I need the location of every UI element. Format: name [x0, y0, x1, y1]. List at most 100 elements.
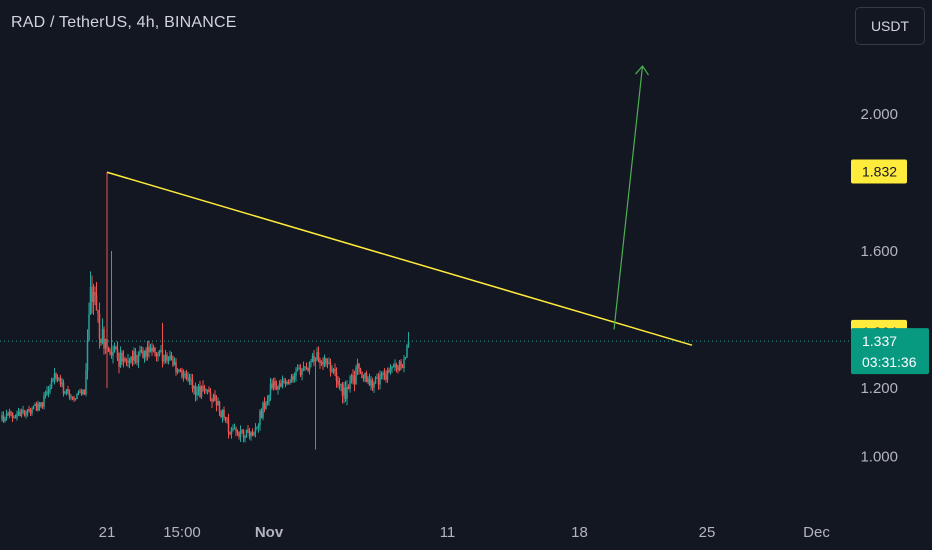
candle	[100, 338, 102, 346]
price-tick-label: 1.600	[860, 243, 898, 260]
candle	[95, 281, 98, 311]
candle	[394, 359, 396, 371]
candle	[140, 346, 143, 354]
candle	[164, 349, 167, 364]
candle	[149, 344, 152, 353]
candle	[110, 251, 113, 359]
candle	[343, 381, 345, 404]
candle	[142, 347, 144, 359]
candle	[175, 358, 177, 376]
candle	[223, 406, 225, 421]
bar-countdown: 03:31:36	[862, 354, 917, 370]
candle	[13, 415, 15, 419]
candle	[398, 359, 401, 372]
candle	[367, 376, 369, 385]
candle	[302, 361, 305, 372]
candle	[241, 429, 243, 434]
candle	[136, 354, 138, 366]
currency-button[interactable]: USDT	[855, 7, 925, 45]
breakout-arrow[interactable]	[613, 65, 649, 330]
candle	[272, 377, 275, 391]
candle	[365, 370, 368, 383]
candle	[253, 431, 255, 437]
candle	[212, 393, 215, 403]
candle	[163, 354, 165, 365]
candle	[49, 384, 51, 395]
candle	[338, 377, 341, 390]
candle	[169, 350, 171, 361]
candle	[380, 371, 383, 380]
price-tag: 1.832	[851, 159, 907, 184]
candle	[296, 364, 299, 372]
candle	[22, 405, 24, 414]
candle	[83, 389, 86, 395]
candle	[122, 350, 125, 368]
candle	[113, 342, 116, 353]
candle	[70, 394, 72, 401]
candle	[352, 369, 354, 385]
candle	[310, 358, 312, 368]
candle	[350, 373, 353, 384]
candle	[148, 340, 150, 358]
candle	[14, 414, 17, 419]
candle	[323, 354, 326, 368]
candle	[265, 400, 267, 410]
candle	[250, 431, 252, 441]
candle	[262, 401, 264, 421]
candle	[346, 380, 348, 406]
candle	[1, 411, 3, 422]
candle	[118, 352, 120, 374]
candle	[79, 388, 81, 393]
candle	[374, 376, 377, 385]
candle	[143, 350, 146, 363]
candle	[182, 369, 185, 382]
candle	[385, 370, 387, 383]
candle	[62, 379, 65, 397]
candle	[61, 377, 63, 388]
candle	[160, 344, 162, 353]
candle	[329, 358, 332, 377]
candle	[154, 347, 156, 357]
candle	[304, 366, 306, 372]
price-axis[interactable]: 1.000 1.200 1.600 2.000	[860, 106, 898, 466]
candle	[181, 367, 183, 379]
candle	[289, 378, 291, 385]
candle	[4, 416, 6, 423]
candle	[187, 371, 189, 383]
candle	[55, 372, 57, 382]
candle	[209, 388, 212, 402]
candle	[335, 367, 338, 388]
candle	[326, 358, 329, 369]
candle	[28, 405, 30, 413]
candle	[32, 405, 35, 410]
candle	[64, 391, 66, 395]
candle	[65, 388, 68, 396]
time-axis[interactable]: 21 15:00 Nov 11 18 25 Dec	[99, 524, 831, 541]
candle	[26, 409, 29, 417]
candle	[298, 364, 300, 370]
candle	[106, 172, 108, 388]
candle	[337, 376, 339, 388]
candle	[256, 426, 258, 430]
candle	[248, 428, 251, 440]
candle	[31, 407, 33, 416]
candle	[43, 391, 45, 410]
candle	[151, 342, 153, 356]
candle	[44, 390, 47, 399]
candle	[260, 408, 263, 419]
candle	[41, 402, 44, 409]
time-tick-label: 25	[699, 524, 716, 541]
candle	[59, 374, 62, 388]
candle	[10, 410, 12, 417]
candle	[403, 355, 405, 373]
candle	[376, 373, 378, 379]
candle	[193, 385, 195, 395]
descending-trendline[interactable]	[106, 171, 693, 346]
candle	[202, 380, 204, 392]
candle	[404, 357, 407, 360]
candle	[313, 349, 315, 367]
candle	[77, 390, 80, 396]
time-tick-label: 18	[571, 524, 588, 541]
candle	[287, 379, 290, 385]
